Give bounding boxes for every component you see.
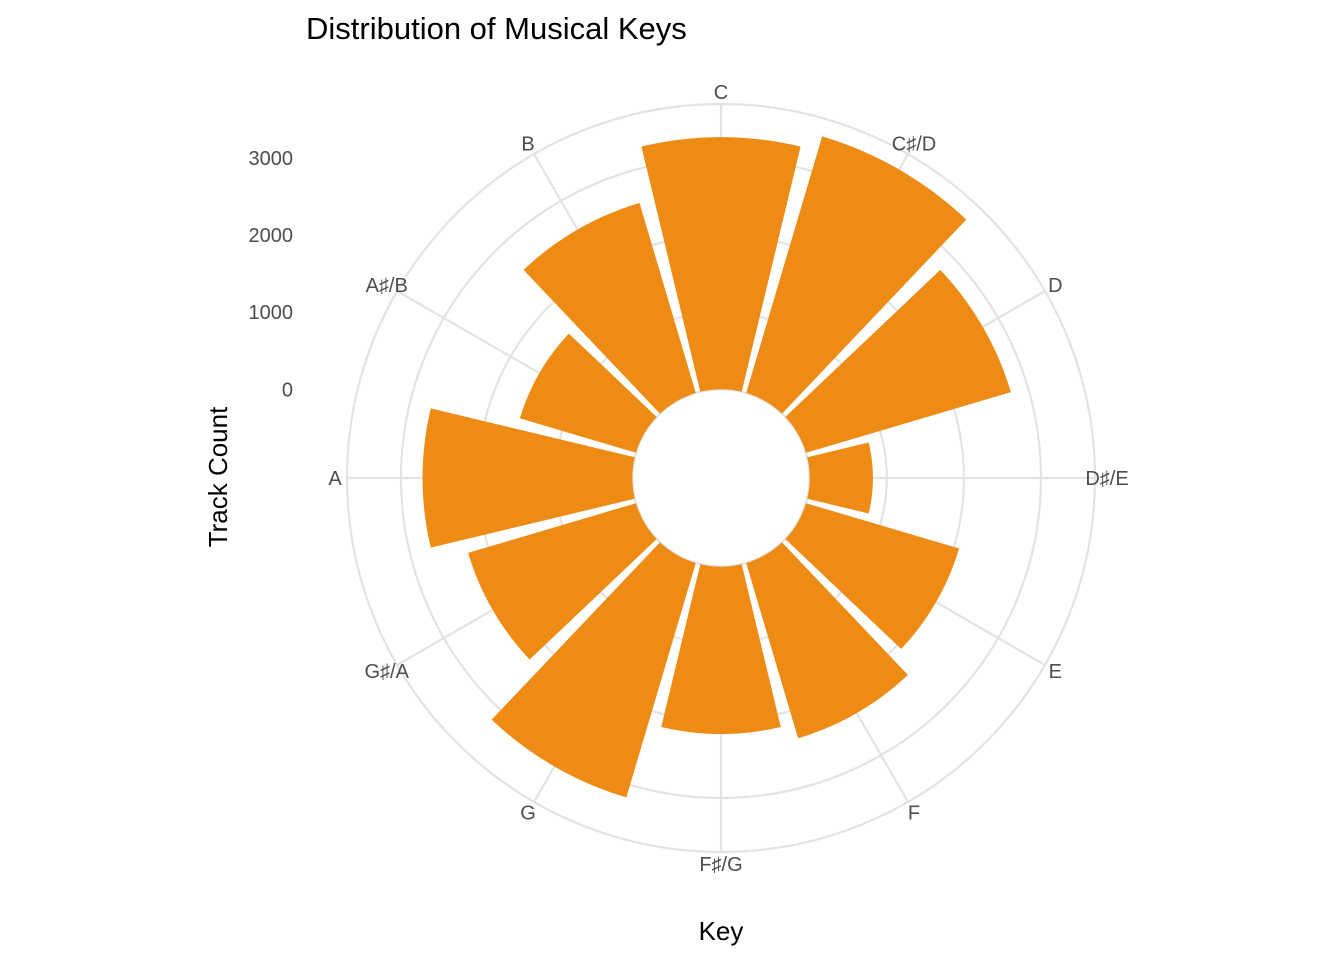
y-tick-label-3: 3000 [249, 148, 294, 170]
bar-0 [641, 137, 801, 392]
x-axis-title: Key [699, 916, 744, 946]
bar-6 [661, 564, 781, 735]
category-label-7: G [520, 802, 536, 824]
y-tick-label-1: 1000 [249, 302, 294, 324]
category-labels: C C♯/D D D♯/E E F F♯/G G G♯/A A A♯/B B [328, 82, 1128, 876]
category-label-9: A [328, 468, 342, 490]
category-label-3: D♯/E [1085, 468, 1128, 490]
bar-1 [746, 136, 967, 414]
category-label-2: D [1048, 275, 1062, 297]
category-label-1: C♯/D [892, 134, 936, 156]
category-label-6: F♯/G [699, 854, 742, 876]
bar-8 [468, 503, 657, 660]
category-label-10: A♯/B [366, 275, 408, 297]
y-tick-labels: 0 1000 2000 3000 [249, 148, 294, 401]
y-axis-title: Track Count [203, 406, 233, 547]
chart-title: Distribution of Musical Keys [306, 11, 687, 46]
grid-ring-0 [631, 388, 811, 568]
y-tick-label-2: 2000 [249, 225, 294, 247]
category-label-11: B [521, 134, 534, 156]
bar-4 [785, 503, 960, 649]
bar-3 [807, 442, 873, 514]
y-tick-label-0: 0 [282, 379, 293, 401]
bar-10 [519, 333, 657, 453]
category-label-5: F [908, 802, 920, 824]
bar-9 [422, 408, 635, 548]
bar-5 [746, 542, 908, 739]
bar-2 [785, 269, 1011, 453]
bar-7 [491, 542, 696, 798]
bar-11 [523, 202, 696, 414]
bar-group [422, 136, 1011, 798]
category-label-8: G♯/A [364, 661, 409, 683]
category-label-0: C [714, 82, 728, 104]
category-label-4: E [1049, 661, 1062, 683]
